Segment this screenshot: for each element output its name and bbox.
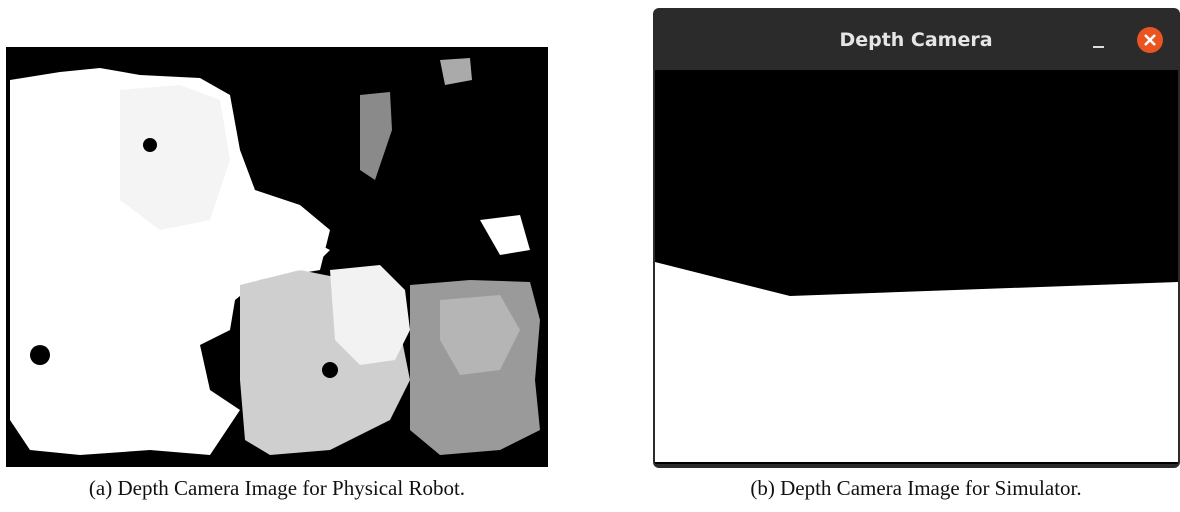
caption: (b) Depth Camera Image for Simulator. xyxy=(636,476,1180,501)
simulator-window: Depth Camera xyxy=(653,8,1180,468)
close-button[interactable] xyxy=(1137,27,1163,53)
window-title: Depth Camera xyxy=(839,29,992,51)
figure: Depth Camera xyxy=(0,0,1180,470)
caption: (a) Depth Camera Image for Physical Robo… xyxy=(0,476,557,501)
physical-depth-image xyxy=(6,47,548,467)
page: Depth Camera (a) Depth Camera Image for … xyxy=(0,0,1180,512)
